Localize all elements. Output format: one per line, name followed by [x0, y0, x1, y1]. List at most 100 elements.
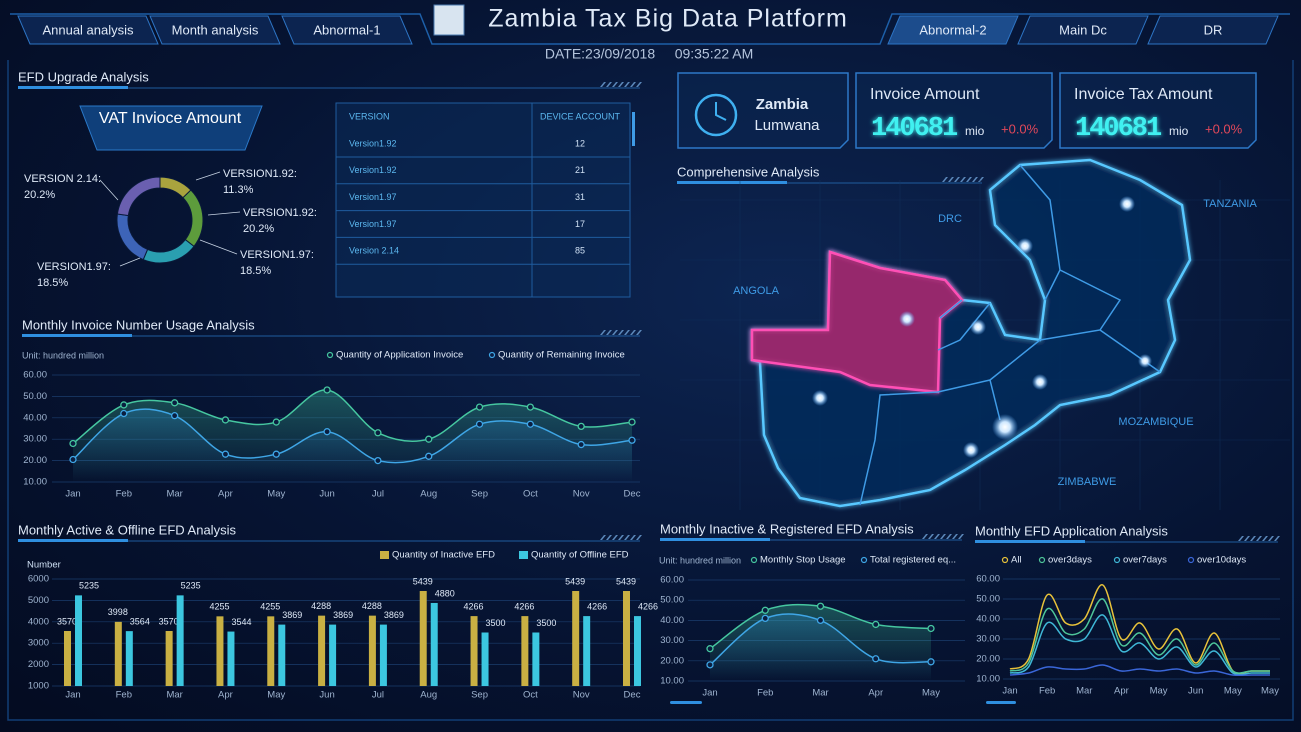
- y-tick-label: 20.00: [976, 654, 1000, 665]
- kpi-label: Invoice Amount: [870, 86, 980, 103]
- nav-tab-label[interactable]: Main Dc: [1059, 22, 1107, 37]
- y-tick-label: 50.00: [976, 594, 1000, 605]
- section-hatch: [618, 535, 624, 540]
- x-tick-label: Nov: [573, 690, 590, 701]
- y-tick-label: 60.00: [23, 370, 47, 381]
- nav-tab-label[interactable]: Abnormal-1: [313, 22, 380, 37]
- bar-value-label: 4255: [260, 602, 280, 612]
- legend-swatch: [488, 351, 496, 359]
- point: [323, 386, 331, 394]
- section-hatch: [1274, 536, 1280, 541]
- bar: [430, 602, 438, 686]
- x-tick-label: Mar: [166, 690, 182, 701]
- bar: [481, 632, 489, 686]
- x-tick-label: Jun: [1188, 686, 1203, 697]
- logo: [433, 4, 465, 36]
- section-hatch: [612, 535, 618, 540]
- legend-swatch: [326, 351, 334, 359]
- bar: [318, 615, 326, 686]
- leader-line: [199, 239, 238, 255]
- bar-value-label: 4288: [362, 601, 382, 611]
- nav-tab[interactable]: [1147, 15, 1279, 45]
- map-point: [992, 414, 1018, 440]
- section-hatch: [1256, 536, 1262, 541]
- legend-label: All: [1011, 555, 1022, 566]
- pie-title: VAT Invioce Amount: [98, 110, 242, 127]
- section-accent: [975, 540, 1085, 543]
- bar-value-label: 4255: [209, 602, 229, 612]
- bar: [176, 595, 184, 686]
- nav-tab-label[interactable]: Annual analysis: [42, 22, 134, 37]
- x-tick-label: Dec: [624, 690, 641, 701]
- point: [927, 624, 935, 633]
- x-tick-label: May: [1150, 686, 1168, 697]
- pie-slice: [116, 176, 161, 217]
- section-hatch: [942, 177, 948, 182]
- nav-tab-label[interactable]: DR: [1204, 22, 1223, 37]
- section-hatch: [948, 177, 954, 182]
- x-tick-label: Jan: [65, 489, 80, 500]
- x-tick-label: Jul: [372, 690, 384, 701]
- pie-label: VERSION1.92:: [223, 168, 297, 180]
- section-hatch: [600, 535, 606, 540]
- x-tick-label: Jan: [702, 688, 717, 699]
- map-point: [970, 319, 986, 335]
- nav-tab-label[interactable]: Abnormal-2: [919, 22, 986, 37]
- map-point: [1138, 354, 1152, 368]
- map-label: TANZANIA: [1203, 198, 1257, 210]
- legend-label: Monthly Stop Usage: [760, 555, 846, 566]
- point: [374, 456, 382, 465]
- map-shapes: [680, 158, 1290, 510]
- table-cell: Version1.92: [349, 165, 397, 175]
- point: [526, 403, 535, 411]
- section-hatch: [922, 534, 928, 539]
- map-point: [1017, 238, 1033, 254]
- section-hatch: [624, 535, 630, 540]
- point: [706, 661, 714, 669]
- x-tick-label: Jul: [372, 489, 384, 500]
- pie-slice: [116, 213, 149, 261]
- pie-label: VERSION1.97:: [37, 261, 111, 273]
- table-cell: 31: [575, 192, 585, 202]
- unit-label: Unit: hundred million: [659, 555, 741, 565]
- x-tick-label: May: [1261, 686, 1279, 697]
- y-tick-label: 6000: [28, 574, 49, 585]
- point: [816, 602, 825, 610]
- x-tick-label: Aug: [420, 690, 437, 701]
- point: [872, 620, 880, 629]
- nav-tab[interactable]: [281, 15, 413, 45]
- kpi-box: [1059, 72, 1257, 149]
- map-label: DRC: [938, 213, 962, 225]
- point: [577, 440, 585, 449]
- point: [425, 435, 433, 443]
- point: [374, 429, 382, 437]
- frame: [7, 13, 1294, 721]
- section-title: Monthly Invoice Number Usage Analysis: [22, 317, 255, 332]
- table-cell: Version1.97: [349, 219, 397, 229]
- x-tick-label: Mar: [166, 489, 182, 500]
- nav-tab-label[interactable]: Month analysis: [172, 22, 259, 37]
- point: [816, 616, 825, 625]
- kpi-label: Invoice Tax Amount: [1074, 86, 1213, 103]
- section-hatch: [946, 534, 952, 539]
- y-tick-label: 30.00: [660, 635, 684, 646]
- x-tick-label: Sep: [471, 690, 488, 701]
- point: [526, 420, 535, 428]
- nav-tab[interactable]: [149, 15, 281, 45]
- bar-value-label: 3869: [282, 610, 302, 620]
- point: [170, 399, 179, 407]
- legend-label: Quantity of Inactive EFD: [392, 550, 495, 561]
- bar-value-label: 4880: [435, 588, 455, 598]
- nav-tab[interactable]: [17, 15, 159, 45]
- x-tick-label: Apr: [218, 690, 233, 701]
- nav-tab[interactable]: [1017, 15, 1149, 45]
- x-tick-label: May: [267, 489, 285, 500]
- point: [872, 655, 880, 663]
- bar: [329, 624, 337, 686]
- y-tick-label: 5000: [28, 595, 49, 606]
- legend-label: Quantity of Offline EFD: [531, 550, 629, 561]
- table-cell: 85: [575, 246, 585, 256]
- nav-tab[interactable]: [887, 15, 1019, 45]
- x-tick-label: Mar: [812, 688, 828, 699]
